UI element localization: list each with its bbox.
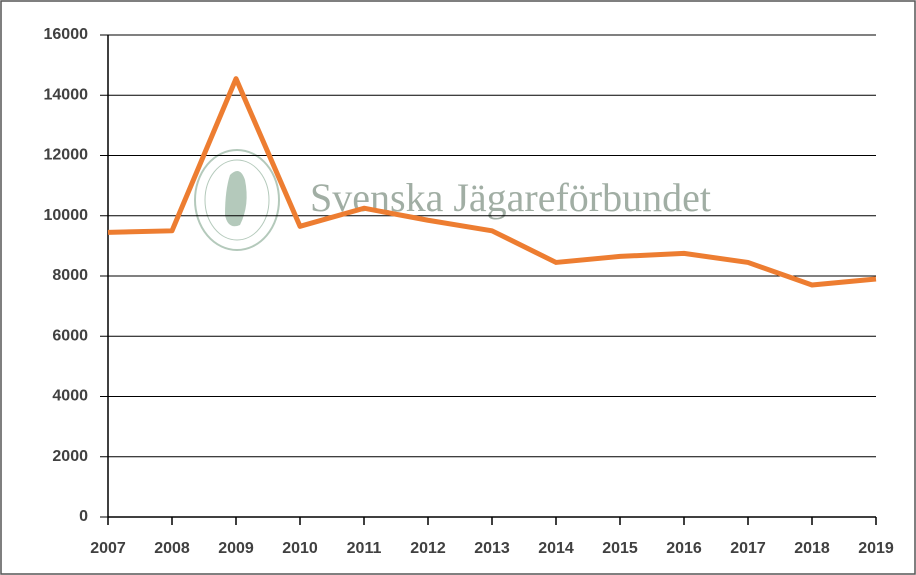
x-tick-label: 2015 (602, 540, 638, 557)
y-tick-label: 4000 (52, 388, 88, 405)
x-tick-label: 2013 (474, 540, 510, 557)
x-tick-label: 2011 (347, 540, 382, 557)
x-tick-label: 2017 (730, 540, 766, 557)
x-tick-label: 2018 (794, 540, 830, 557)
x-tick-label: 2007 (90, 540, 126, 557)
y-tick-label: 14000 (44, 86, 89, 103)
line-series (107, 76, 877, 288)
y-tick-label: 8000 (52, 267, 88, 284)
y-tick-label: 0 (79, 508, 88, 525)
y-tick-label: 16000 (44, 26, 89, 43)
y-tick-label: 2000 (52, 448, 88, 465)
x-tick-label: 2014 (538, 540, 574, 557)
x-tick-label: 2008 (154, 540, 190, 557)
y-tick-label: 6000 (52, 327, 88, 344)
x-tick-label: 2016 (666, 540, 702, 557)
x-tick-label: 2009 (218, 540, 254, 557)
y-tick-label: 10000 (44, 207, 89, 224)
x-tick-label: 2012 (410, 540, 446, 557)
watermark-logo (194, 149, 280, 251)
x-tick-label: 2019 (858, 540, 894, 557)
watermark: Svenska Jägareförbundet (310, 175, 711, 220)
x-tick-label: 2010 (282, 540, 318, 557)
y-tick-label: 12000 (44, 147, 89, 164)
